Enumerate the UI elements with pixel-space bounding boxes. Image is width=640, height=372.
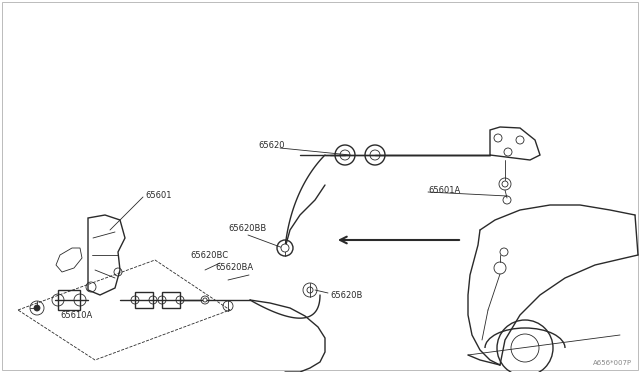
Circle shape (34, 305, 40, 311)
Text: 65620BA: 65620BA (215, 263, 253, 273)
Text: 65601A: 65601A (428, 186, 460, 195)
Circle shape (502, 181, 508, 187)
Bar (162, 292, 180, 308)
Text: 65610A: 65610A (60, 311, 92, 320)
Circle shape (281, 244, 289, 252)
Text: 65601: 65601 (145, 190, 172, 199)
Bar (58, 290, 80, 310)
Text: 65620BC: 65620BC (190, 250, 228, 260)
Circle shape (203, 298, 207, 302)
Text: 65620: 65620 (258, 141, 285, 150)
Text: 65620BB: 65620BB (228, 224, 266, 232)
Bar (135, 292, 153, 308)
Text: A656*007P: A656*007P (593, 360, 632, 366)
Text: 65620B: 65620B (330, 291, 362, 299)
